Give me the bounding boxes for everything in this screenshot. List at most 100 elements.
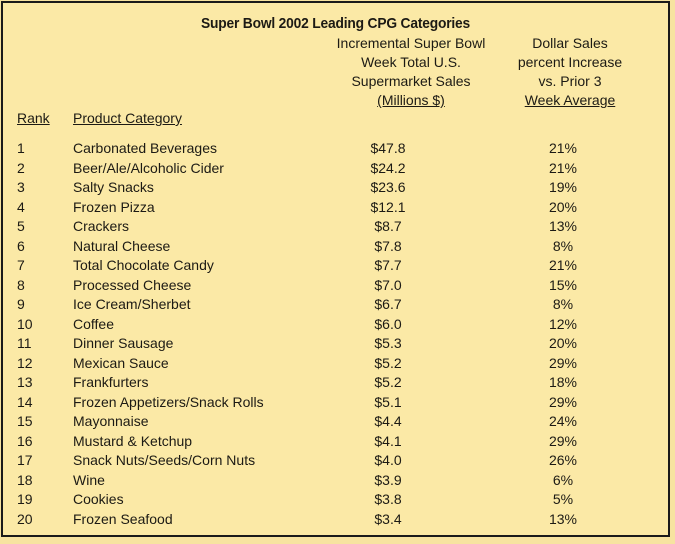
pct-cell: 29% bbox=[548, 354, 578, 371]
pct-cell: 20% bbox=[548, 335, 578, 351]
table-row: 7 Total Chocolate Candy $7.7 21% bbox=[3, 256, 668, 276]
header-sales-line: Incremental Super Bowl bbox=[336, 35, 486, 51]
header-sales: Incremental Super Bowl Week Total U.S. S… bbox=[316, 34, 506, 110]
rank-cell: 3 bbox=[17, 179, 25, 195]
header-pct: Dollar Sales percent Increase vs. Prior … bbox=[495, 34, 645, 110]
table-row: 1 Carbonated Beverages $47.8 21% bbox=[3, 139, 668, 159]
sales-cell: $47.8 bbox=[370, 140, 406, 156]
sales-cell: $8.7 bbox=[374, 218, 402, 234]
table-title: Super Bowl 2002 Leading CPG Categories bbox=[200, 15, 471, 32]
category-cell: Processed Cheese bbox=[73, 276, 192, 293]
category-cell: Mustard & Ketchup bbox=[73, 432, 193, 449]
pct-cell: 6% bbox=[552, 471, 574, 488]
pct-cell: 29% bbox=[548, 432, 578, 449]
header-pct-line: Week Average bbox=[524, 92, 616, 108]
sales-cell: $5.1 bbox=[374, 393, 402, 410]
header-category-label: Product Category bbox=[73, 110, 182, 126]
table-row: 17 Snack Nuts/Seeds/Corn Nuts $4.0 26% bbox=[3, 451, 668, 471]
rank-cell: 1 bbox=[17, 140, 25, 156]
category-cell: Frozen Seafood bbox=[73, 510, 173, 527]
pct-cell: 26% bbox=[548, 452, 578, 468]
table-row: 5 Crackers $8.7 13% bbox=[3, 217, 668, 237]
rank-cell: 12 bbox=[17, 354, 33, 371]
rank-cell: 17 bbox=[17, 452, 33, 468]
rank-cell: 20 bbox=[17, 510, 33, 527]
table-row: 13 Frankfurters $5.2 18% bbox=[3, 373, 668, 393]
header-rank-label: Rank bbox=[17, 110, 50, 126]
pct-cell: 20% bbox=[548, 198, 578, 215]
header-pct-line: percent Increase bbox=[517, 54, 623, 70]
table-row: 10 Coffee $6.0 12% bbox=[3, 315, 668, 335]
pct-cell: 13% bbox=[548, 510, 578, 527]
header-sales-line: Week Total U.S. bbox=[361, 54, 461, 70]
header-category: Product Category bbox=[73, 109, 182, 128]
pct-cell: 8% bbox=[552, 237, 574, 254]
table-row: 20 Frozen Seafood $3.4 13% bbox=[3, 510, 668, 530]
pct-cell: 24% bbox=[548, 413, 578, 429]
sales-cell: $6.7 bbox=[374, 296, 402, 312]
pct-cell: 8% bbox=[552, 296, 574, 312]
pct-cell: 5% bbox=[552, 491, 574, 507]
header-pct-line: Dollar Sales bbox=[532, 35, 608, 51]
sales-cell: $4.4 bbox=[374, 413, 402, 429]
table-row: 3 Salty Snacks $23.6 19% bbox=[3, 178, 668, 198]
sales-cell: $7.0 bbox=[374, 276, 402, 293]
rank-cell: 16 bbox=[17, 432, 33, 449]
category-cell: Mayonnaise bbox=[73, 413, 149, 429]
sales-cell: $4.1 bbox=[374, 432, 402, 449]
category-cell: Natural Cheese bbox=[73, 237, 171, 254]
sales-cell: $3.8 bbox=[374, 491, 402, 507]
header-sales-line: Supermarket Sales bbox=[351, 73, 471, 89]
category-cell: Crackers bbox=[73, 218, 130, 234]
table-row: 4 Frozen Pizza $12.1 20% bbox=[3, 198, 668, 218]
rank-cell: 4 bbox=[17, 198, 25, 215]
header-sales-line: (Millions $) bbox=[377, 92, 445, 108]
pct-cell: 29% bbox=[548, 393, 578, 410]
rank-cell: 7 bbox=[17, 257, 25, 273]
pct-cell: 19% bbox=[548, 179, 578, 195]
category-cell: Cookies bbox=[73, 491, 124, 507]
table-row: 8 Processed Cheese $7.0 15% bbox=[3, 276, 668, 296]
sales-cell: $4.0 bbox=[374, 452, 402, 468]
table-row: 15 Mayonnaise $4.4 24% bbox=[3, 412, 668, 432]
header-rank: Rank bbox=[17, 109, 50, 128]
category-cell: Wine bbox=[73, 471, 105, 488]
sales-cell: $23.6 bbox=[370, 179, 406, 195]
category-cell: Coffee bbox=[73, 315, 114, 332]
category-cell: Frankfurters bbox=[73, 374, 149, 390]
pct-cell: 21% bbox=[548, 257, 578, 273]
rank-cell: 11 bbox=[17, 335, 32, 351]
table-row: 9 Ice Cream/Sherbet $6.7 8% bbox=[3, 295, 668, 315]
category-cell: Mexican Sauce bbox=[73, 354, 169, 371]
rank-cell: 18 bbox=[17, 471, 33, 488]
category-cell: Beer/Ale/Alcoholic Cider bbox=[73, 159, 224, 176]
sales-cell: $3.9 bbox=[374, 471, 402, 488]
category-cell: Snack Nuts/Seeds/Corn Nuts bbox=[73, 452, 256, 468]
pct-cell: 12% bbox=[548, 315, 578, 332]
pct-cell: 21% bbox=[548, 140, 578, 156]
header-pct-line: vs. Prior 3 bbox=[538, 73, 602, 89]
sales-cell: $7.7 bbox=[374, 257, 402, 273]
table-body: 1 Carbonated Beverages $47.8 21% 2 Beer/Ale/A… bbox=[3, 139, 668, 529]
category-cell: Frozen Pizza bbox=[73, 198, 155, 215]
table-row: 12 Mexican Sauce $5.2 29% bbox=[3, 354, 668, 374]
rank-cell: 15 bbox=[17, 413, 33, 429]
category-cell: Carbonated Beverages bbox=[73, 140, 217, 156]
table-row: 18 Wine $3.9 6% bbox=[3, 471, 668, 491]
category-cell: Dinner Sausage bbox=[73, 335, 174, 351]
table-row: 11 Dinner Sausage $5.3 20% bbox=[3, 334, 668, 354]
table-row: 6 Natural Cheese $7.8 8% bbox=[3, 237, 668, 257]
category-cell: Ice Cream/Sherbet bbox=[73, 296, 191, 312]
rank-cell: 6 bbox=[17, 237, 25, 254]
sales-cell: $5.3 bbox=[374, 335, 402, 351]
rank-cell: 13 bbox=[17, 374, 33, 390]
rank-cell: 8 bbox=[17, 276, 25, 293]
sales-cell: $3.4 bbox=[374, 510, 402, 527]
table-panel: Super Bowl 2002 Leading CPG Categories I… bbox=[1, 1, 670, 537]
category-cell: Salty Snacks bbox=[73, 179, 154, 195]
table-row: 19 Cookies $3.8 5% bbox=[3, 490, 668, 510]
pct-cell: 15% bbox=[548, 276, 578, 293]
rank-cell: 14 bbox=[17, 393, 33, 410]
rank-cell: 9 bbox=[17, 296, 25, 312]
rank-cell: 2 bbox=[17, 159, 25, 176]
